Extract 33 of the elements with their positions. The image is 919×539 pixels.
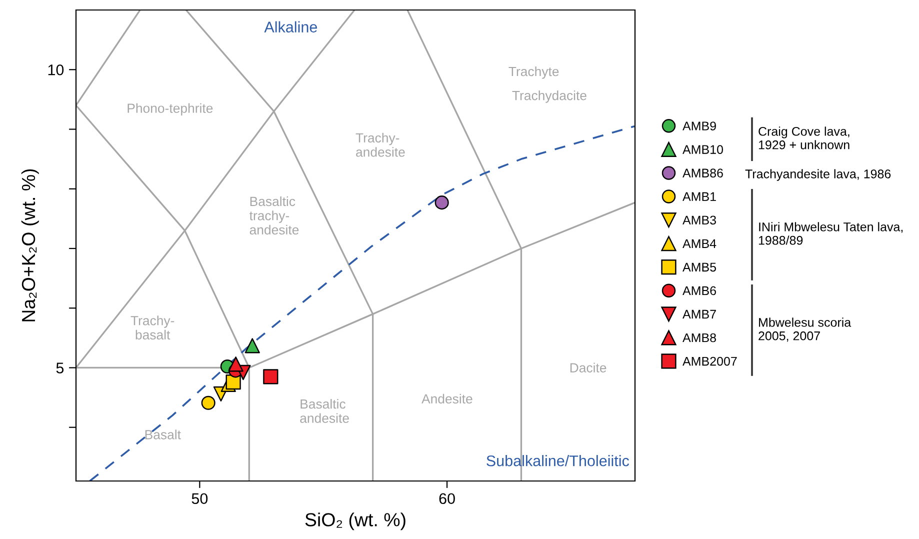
annotation: Basalt	[145, 430, 181, 440]
legend-label: AMB9	[682, 122, 716, 130]
y-tick-label: 10	[48, 64, 64, 76]
y-axis-title: Na₂O+K₂O (wt. %)	[21, 169, 39, 322]
x-axis-title: SiO₂ (wt. %)	[305, 512, 406, 530]
legend-label: AMB4	[682, 239, 716, 248]
text: Trachyandesite lava, 1986	[745, 169, 891, 181]
x-tick-label: 60	[439, 493, 455, 504]
annotation: Trachy- andesite	[356, 132, 405, 157]
annotation: Basaltic trachy- andesite	[249, 196, 299, 235]
annotation: Alkaline	[264, 21, 318, 32]
annotation: Phono-tephrite	[128, 103, 213, 116]
annotation: Basaltic andesite	[300, 398, 349, 423]
legend-label: AMB2007	[682, 356, 737, 366]
text: INiri Mbwelesu Taten lava, 1988/89	[758, 222, 903, 245]
annotation: Trachy- basalt	[130, 316, 174, 340]
x-tick-label: 50	[192, 493, 208, 504]
legend-label: AMB6	[682, 286, 716, 296]
annotation: Trachyte	[508, 66, 559, 79]
legend-label: AMB7	[682, 310, 716, 319]
annotation: Dacite	[570, 362, 606, 372]
annotation: Andesite	[422, 394, 472, 404]
text: Mbwelesu scoria 2005, 2007	[758, 318, 852, 342]
legend-label: AMB1	[682, 192, 716, 201]
text: Craig Cove lava, 1929 + unknown	[758, 126, 850, 150]
annotation: Subalkaline/Tholeiitic	[486, 455, 630, 466]
legend-label: AMB86	[682, 168, 723, 178]
y-tick-label: 5	[56, 362, 64, 374]
legend-label: AMB5	[682, 262, 716, 272]
annotation: Trachydacite	[512, 90, 586, 103]
legend-label: AMB10	[682, 145, 723, 154]
legend-label: AMB3	[682, 216, 716, 225]
legend-label: AMB8	[682, 333, 716, 342]
